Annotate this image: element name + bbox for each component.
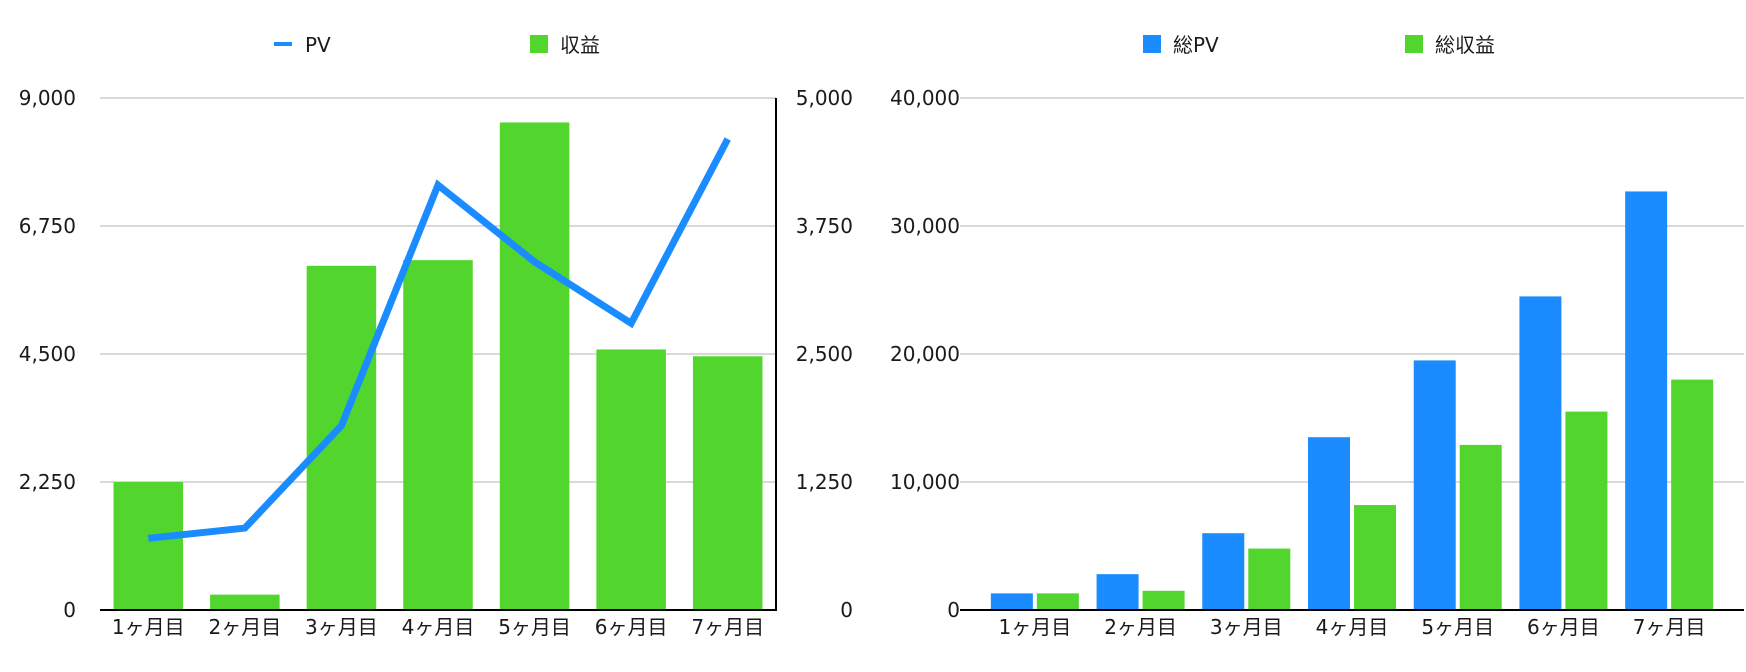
- bar-total-pv: [1308, 437, 1350, 610]
- legend-swatch-pv: [274, 42, 292, 46]
- legend-label-pv: PV: [305, 33, 331, 57]
- y-left-tick-label: 4,500: [19, 342, 76, 366]
- x-tick-label: 5ヶ月目: [498, 615, 571, 639]
- y-right-tick-label: 3,750: [796, 214, 853, 238]
- legend-swatch-revenue: [530, 35, 548, 53]
- bar-total-pv: [1413, 360, 1456, 610]
- legend-swatch-total-revenue: [1405, 35, 1423, 53]
- x-tick-label: 4ヶ月目: [402, 615, 475, 639]
- y-tick-label: 30,000: [890, 214, 960, 238]
- x-tick-label: 1ヶ月目: [112, 615, 185, 639]
- bar-revenue: [692, 356, 763, 610]
- chart-cumulative-svg: 0 10,000 20,000 30,000 40,000 1ヶ月目 2ヶ月目 3ヶ月目 4ヶ月…: [890, 33, 1744, 639]
- bar-total-revenue: [1142, 590, 1185, 610]
- bar-total-revenue: [1459, 444, 1502, 610]
- bar-total-revenue: [1036, 593, 1079, 610]
- bar-total-pv: [1202, 533, 1245, 610]
- legend-swatch-total-pv: [1143, 35, 1161, 53]
- bar-total-pv: [990, 593, 1033, 610]
- x-tick-label: 7ヶ月目: [691, 615, 764, 639]
- bar-total-pv: [1625, 191, 1668, 610]
- chart-pv-revenue-svg: 0 2,250 4,500 6,750 9,000 0 1,250 2,500 3,750 5,0…: [19, 33, 853, 639]
- y-tick-label: 10,000: [890, 470, 960, 494]
- x-tick-label: 6ヶ月目: [1527, 615, 1600, 639]
- y-left-tick-label: 2,250: [19, 470, 76, 494]
- y-left-tick-label: 9,000: [19, 86, 76, 110]
- x-tick-label: 4ヶ月目: [1316, 615, 1389, 639]
- chart-pv-revenue: 0 2,250 4,500 6,750 9,000 0 1,250 2,500 3,750 5,0…: [19, 33, 853, 639]
- legend-label-revenue: 収益: [560, 33, 600, 57]
- bar-total-pv: [1096, 574, 1139, 610]
- y-left-tick-label: 0: [63, 598, 76, 622]
- y-left-tick-label: 6,750: [19, 214, 76, 238]
- bar-revenue: [499, 122, 570, 610]
- bar-total-pv: [1519, 296, 1562, 610]
- bar-revenue: [210, 594, 280, 610]
- bar-total-revenue: [1354, 505, 1396, 610]
- bar-total-revenue: [1671, 379, 1714, 610]
- y-right-tick-label: 0: [840, 598, 853, 622]
- y-right-tick-label: 5,000: [796, 86, 853, 110]
- y-right-tick-label: 2,500: [796, 342, 853, 366]
- x-tick-label: 3ヶ月目: [1210, 615, 1283, 639]
- legend-label-total-pv: 総PV: [1173, 33, 1219, 57]
- y-tick-label: 40,000: [890, 86, 960, 110]
- line-pv: [147, 137, 731, 542]
- x-tick-label: 2ヶ月目: [208, 615, 281, 639]
- legend-label-total-revenue: 総収益: [1435, 33, 1495, 57]
- bar-total-revenue: [1248, 548, 1291, 610]
- x-tick-label: 6ヶ月目: [595, 615, 668, 639]
- chart-cumulative: 0 10,000 20,000 30,000 40,000 1ヶ月目 2ヶ月目 3ヶ月目 4ヶ月…: [880, 0, 1746, 672]
- bar-total-revenue: [1565, 411, 1608, 610]
- y-tick-label: 20,000: [890, 342, 960, 366]
- x-tick-label: 1ヶ月目: [998, 615, 1071, 639]
- x-tick-label: 3ヶ月目: [305, 615, 378, 639]
- bar-revenue: [596, 349, 666, 610]
- bar-revenue: [306, 265, 377, 610]
- x-tick-label: 5ヶ月目: [1421, 615, 1494, 639]
- bar-revenue: [403, 260, 473, 610]
- y-right-tick-label: 1,250: [796, 470, 853, 494]
- y-tick-label: 0: [947, 598, 960, 622]
- bar-revenue: [113, 482, 184, 610]
- x-tick-label: 7ヶ月目: [1633, 615, 1706, 639]
- x-tick-label: 2ヶ月目: [1104, 615, 1177, 639]
